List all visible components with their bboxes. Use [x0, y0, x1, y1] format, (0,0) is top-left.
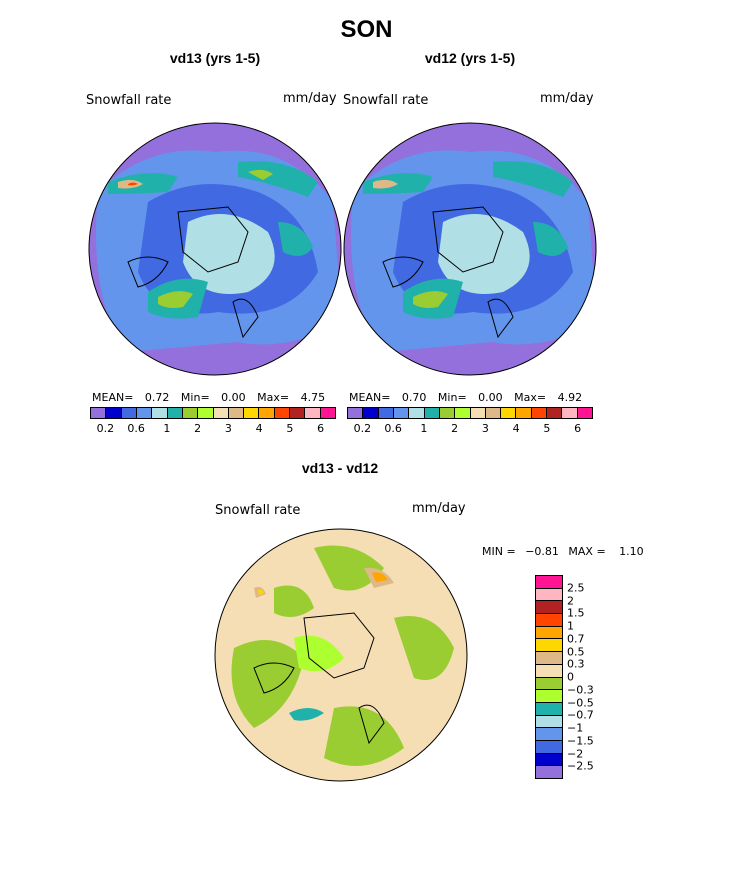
panel-2-map	[343, 122, 597, 376]
diff-variable: Snowfall rate	[215, 503, 301, 518]
colorbar-swatch	[485, 408, 502, 418]
diff-colorbar-swatch	[536, 753, 562, 767]
panel-1-title: vd13 (yrs 1-5)	[169, 50, 261, 66]
diff-colorbar-tick-label: −0.7	[567, 708, 594, 722]
panel-2-colorbar: 0.2 0.6 1 2 3 4 5 6	[347, 407, 593, 435]
panel-2-title: vd12 (yrs 1-5)	[424, 50, 516, 66]
diff-colorbar-tick-label: 0.5	[567, 645, 585, 658]
colorbar-swatch	[198, 408, 214, 418]
colorbar-tick-label: 3	[224, 422, 232, 435]
colorbar-swatch	[470, 408, 486, 418]
diff-colorbar-tick-label: 0.7	[567, 632, 585, 646]
diff-colorbar-swatch	[536, 702, 562, 716]
colorbar-swatch	[152, 408, 168, 418]
panel-1-units: mm/day	[283, 91, 337, 106]
diff-colorbar-swatch	[536, 690, 562, 703]
diff-colorbar-tick-label: −2	[567, 747, 584, 760]
colorbar-swatch	[378, 408, 394, 418]
colorbar-tick-label: 4	[512, 422, 520, 435]
colorbar-tick-label: 0.6	[384, 422, 402, 435]
diff-colorbar-swatch	[536, 626, 562, 640]
diff-units: mm/day	[412, 501, 466, 516]
colorbar-swatch	[501, 408, 517, 418]
diff-colorbar-swatch	[536, 639, 562, 653]
diff-colorbar-tick-label: 1	[567, 619, 574, 633]
colorbar-tick-label: 0.2	[96, 422, 115, 435]
colorbar-tick-label: 5	[543, 422, 551, 435]
panel-2-stats: MEAN= 0.70 Min= 0.00 Max= 4.92	[349, 391, 583, 404]
colorbar-swatch	[531, 408, 548, 418]
diff-colorbar	[535, 575, 563, 779]
diff-colorbar-swatch	[536, 766, 562, 778]
figure-title: SON	[340, 16, 393, 43]
colorbar-swatch	[136, 408, 153, 418]
colorbar-tick-label: 6	[574, 422, 582, 435]
colorbar-swatch	[305, 408, 321, 418]
colorbar-swatch	[320, 408, 335, 418]
diff-colorbar-swatch	[536, 715, 562, 729]
colorbar-swatch	[274, 408, 291, 418]
colorbar-swatch	[244, 408, 260, 418]
colorbar-swatch	[167, 408, 183, 418]
diff-colorbar-swatch	[536, 677, 562, 691]
colorbar-swatch	[562, 408, 578, 418]
colorbar-tick-label: 2	[451, 422, 459, 435]
colorbar-tick-label: 1	[420, 422, 428, 435]
colorbar-tick-label: 3	[481, 422, 489, 435]
diff-colorbar-swatch	[536, 601, 562, 615]
diff-colorbar-tick-label: −0.5	[567, 696, 594, 709]
colorbar-swatch	[439, 408, 456, 418]
diff-colorbar-swatch	[536, 664, 562, 678]
diff-colorbar-tick-label: −1	[567, 721, 584, 735]
panel-1-stats: MEAN= 0.72 Min= 0.00 Max= 4.75	[92, 391, 326, 404]
colorbar-swatch	[213, 408, 229, 418]
diff-map	[214, 528, 468, 782]
diff-colorbar-labels: 2.5 2 1.5 1 0.7 0.5 0.3 0 −0.3 −0.5 −0.7 −1 −1.5 −2 −2…	[567, 575, 627, 779]
diff-colorbar-tick-label: −1.5	[567, 734, 594, 748]
diff-colorbar-tick-label: 0	[567, 670, 574, 684]
colorbar-swatch	[348, 408, 364, 418]
diff-colorbar-swatch	[536, 728, 562, 741]
diff-colorbar-tick-label: 1.5	[567, 606, 585, 620]
diff-colorbar-swatch	[536, 652, 562, 665]
colorbar-swatch	[393, 408, 410, 418]
diff-colorbar-tick-label: 0.3	[567, 657, 585, 671]
colorbar-swatch	[121, 408, 137, 418]
colorbar-swatch	[182, 408, 199, 418]
diff-colorbar-swatch	[536, 576, 562, 589]
diff-title: vd13 - vd12	[301, 460, 379, 476]
diff-colorbar-swatch	[536, 614, 562, 627]
colorbar-tick-label: 0.6	[127, 422, 145, 435]
diff-colorbar-tick-label: −2.5	[567, 759, 594, 773]
colorbar-swatch	[577, 408, 592, 418]
colorbar-swatch	[363, 408, 379, 418]
diff-colorbar-swatch	[536, 740, 562, 754]
diff-colorbar-tick-label: 2	[567, 594, 574, 607]
colorbar-swatch	[516, 408, 532, 418]
diff-colorbar-tick-label: −0.3	[567, 683, 594, 697]
colorbar-tick-label: 2	[194, 422, 202, 435]
panel-2-units: mm/day	[540, 91, 594, 106]
panel-2-variable: Snowfall rate	[343, 93, 429, 108]
colorbar-swatch	[547, 408, 563, 418]
diff-colorbar-swatch	[536, 588, 562, 602]
colorbar-swatch	[259, 408, 275, 418]
panel-1-map	[88, 122, 342, 376]
diff-stats: MIN = −0.81 MAX = 1.10	[482, 545, 644, 558]
colorbar-swatch	[228, 408, 245, 418]
colorbar-swatch	[106, 408, 122, 418]
panel-1-variable: Snowfall rate	[86, 93, 172, 108]
panel-1-colorbar: 0.2 0.6 1 2 3 4 5 6	[90, 407, 336, 435]
colorbar-swatch	[455, 408, 471, 418]
colorbar-tick-label: 1	[163, 422, 171, 435]
colorbar-swatch	[409, 408, 425, 418]
diff-colorbar-tick-label: 2.5	[567, 581, 585, 595]
colorbar-tick-label: 5	[286, 422, 294, 435]
colorbar-tick-label: 6	[317, 422, 325, 435]
colorbar-swatch	[91, 408, 107, 418]
colorbar-swatch	[424, 408, 440, 418]
colorbar-swatch	[290, 408, 306, 418]
colorbar-tick-label: 0.2	[353, 422, 372, 435]
colorbar-tick-label: 4	[255, 422, 263, 435]
